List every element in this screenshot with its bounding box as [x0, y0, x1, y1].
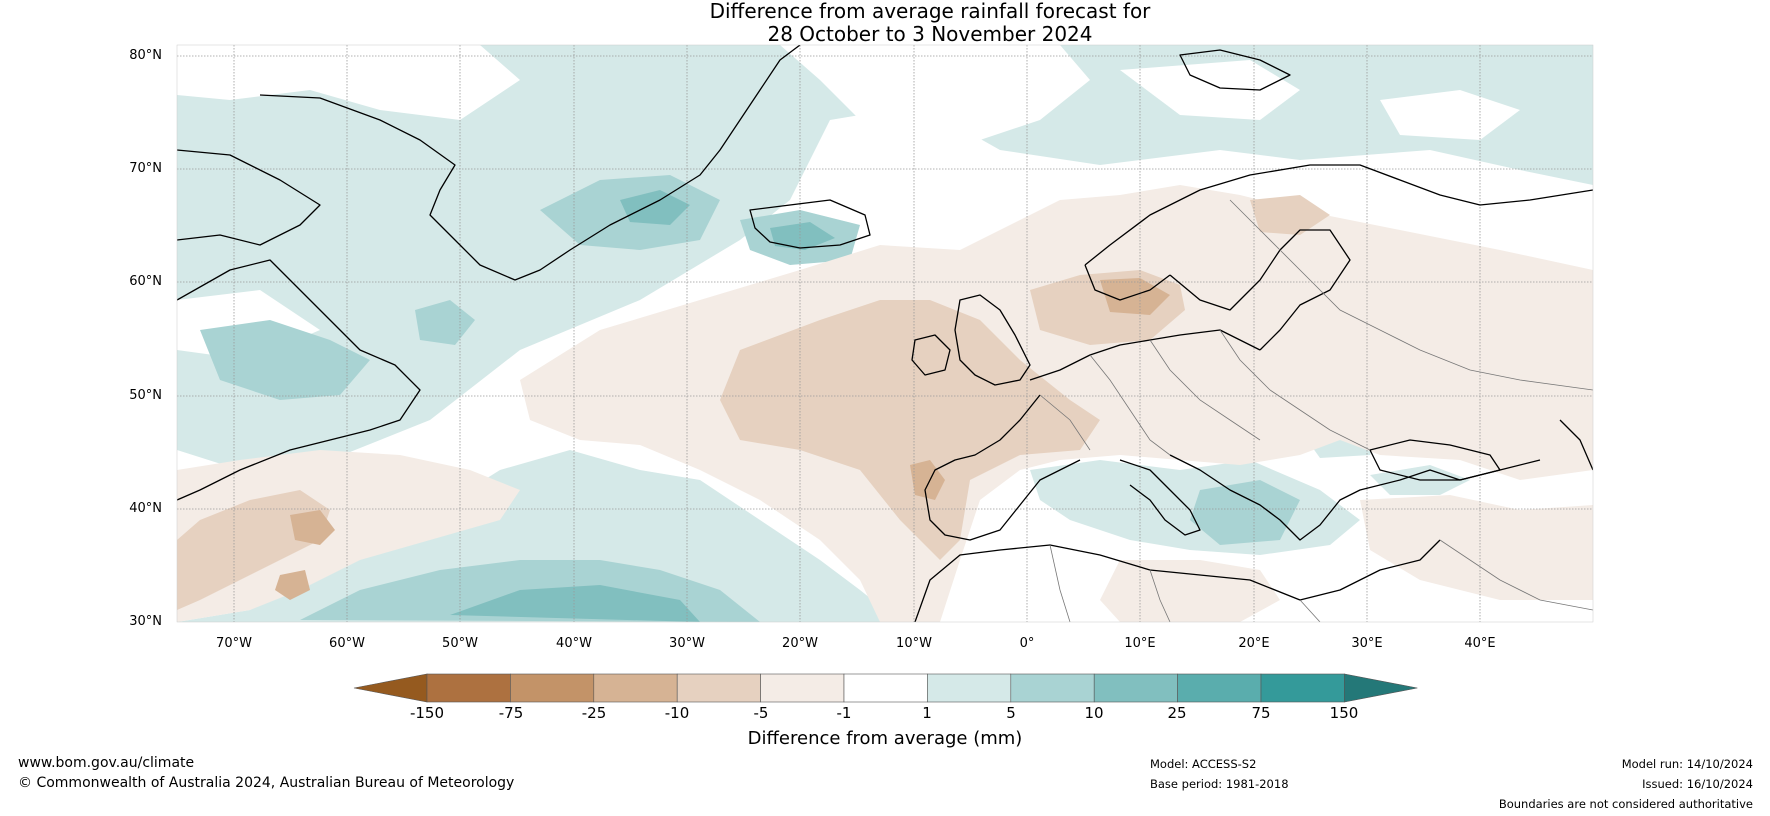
coast-iberia-france	[924, 394, 1081, 541]
colorbar-tick: 10	[1084, 704, 1104, 722]
colorbar-tick: -25	[581, 704, 607, 722]
coast-black-sea	[1369, 439, 1501, 481]
coast-labrador	[177, 259, 421, 501]
colorbar-segment	[676, 673, 761, 703]
longitude-label-20e: 20°E	[1238, 636, 1270, 651]
colorbar-segment	[593, 673, 678, 703]
coast-norway-south	[1084, 264, 1171, 301]
coast-baltic	[1169, 229, 1351, 351]
longitude-label-30w: 30°W	[669, 636, 705, 651]
issued-date: Issued: 16/10/2024	[1642, 777, 1753, 791]
colorbar-tick: -5	[753, 704, 769, 722]
coast-svalbard	[1179, 49, 1291, 91]
longitude-label-40e: 40°E	[1464, 636, 1496, 651]
longitude-label-70w: 70°W	[216, 636, 252, 651]
model-run-date: Model run: 14/10/2024	[1621, 757, 1753, 771]
colorbar-segment	[760, 673, 845, 703]
coast-north-africa	[914, 539, 1441, 622]
map-title-line-2: 28 October to 3 November 2024	[767, 22, 1093, 46]
latitude-label-30n: 30°N	[129, 614, 162, 629]
latitude-label-40n: 40°N	[129, 501, 162, 516]
map-title-line-1: Difference from average rainfall forecas…	[709, 0, 1151, 23]
colorbar-tick: 150	[1329, 704, 1359, 722]
coast-britain	[954, 294, 1031, 386]
colorbar-tick: -150	[409, 704, 445, 722]
graticule	[177, 45, 1593, 622]
colorbar-segment	[426, 673, 511, 703]
colorbar-segment	[927, 673, 1012, 703]
longitude-label-0: 0°	[1019, 636, 1035, 651]
country-boundaries	[1039, 199, 1593, 622]
latitude-label-80n: 80°N	[129, 48, 162, 63]
colorbar-segment	[1093, 673, 1178, 703]
wetter-region-subtropical-atlantic	[177, 450, 900, 622]
longitude-label-40w: 40°W	[556, 636, 592, 651]
wetter-region-north-atlantic	[177, 45, 1593, 470]
wetter-patch-ionian	[1190, 480, 1300, 545]
colorbar-segment	[510, 673, 595, 703]
longitude-label-30e: 30°E	[1351, 636, 1383, 651]
colorbar-tick: 5	[1006, 704, 1016, 722]
coast-scandinavia	[1084, 164, 1593, 266]
latitude-label-50n: 50°N	[129, 388, 162, 403]
latitude-label-70n: 70°N	[129, 161, 162, 176]
longitude-label-50w: 50°W	[442, 636, 478, 651]
map-panel	[177, 45, 1593, 622]
model-name: Model: ACCESS-S2	[1150, 757, 1257, 771]
colorbar-extension-left	[353, 673, 428, 703]
colorbar	[353, 673, 1418, 703]
colorbar-tick: 75	[1251, 704, 1271, 722]
coast-ireland	[911, 334, 951, 376]
colorbar-segment	[1010, 673, 1095, 703]
colorbar-segment	[843, 673, 928, 703]
coast-balkans-greece	[1169, 454, 1541, 541]
boundaries-disclaimer: Boundaries are not considered authoritat…	[1498, 797, 1753, 811]
colorbar-tick: 1	[922, 704, 932, 722]
copyright-text: © Commonwealth of Australia 2024, Austra…	[18, 775, 515, 791]
drier-region-subtropics-west	[177, 450, 520, 622]
base-period: Base period: 1981-2018	[1150, 777, 1289, 791]
latitude-label-60n: 60°N	[129, 274, 162, 289]
coast-greenland	[259, 45, 801, 281]
wetter-patch-labrador	[200, 320, 370, 400]
colorbar-segment	[1177, 673, 1262, 703]
colorbar-tick: 25	[1167, 704, 1187, 722]
colorbar-extension-right	[1344, 673, 1418, 703]
longitude-label-10w: 10°W	[896, 636, 932, 651]
website-link[interactable]: www.bom.gov.au/climate	[18, 755, 195, 771]
coast-canada-north	[177, 149, 321, 246]
coast-iceland	[749, 199, 871, 249]
longitude-label-10e: 10°E	[1124, 636, 1156, 651]
coast-italy	[1119, 459, 1201, 536]
colorbar-label: Difference from average (mm)	[747, 728, 1023, 749]
coast-western-europe	[1029, 329, 1261, 381]
coast-caspian	[1559, 419, 1593, 471]
colorbar-segment	[1260, 673, 1345, 703]
colorbar-tick: -75	[498, 704, 524, 722]
colorbar-tick: -1	[836, 704, 852, 722]
longitude-label-20w: 20°W	[782, 636, 818, 651]
colorbar-tick: -10	[664, 704, 690, 722]
coastlines	[177, 45, 1593, 622]
drier-region-biscay	[720, 300, 1100, 560]
longitude-label-60w: 60°W	[329, 636, 365, 651]
